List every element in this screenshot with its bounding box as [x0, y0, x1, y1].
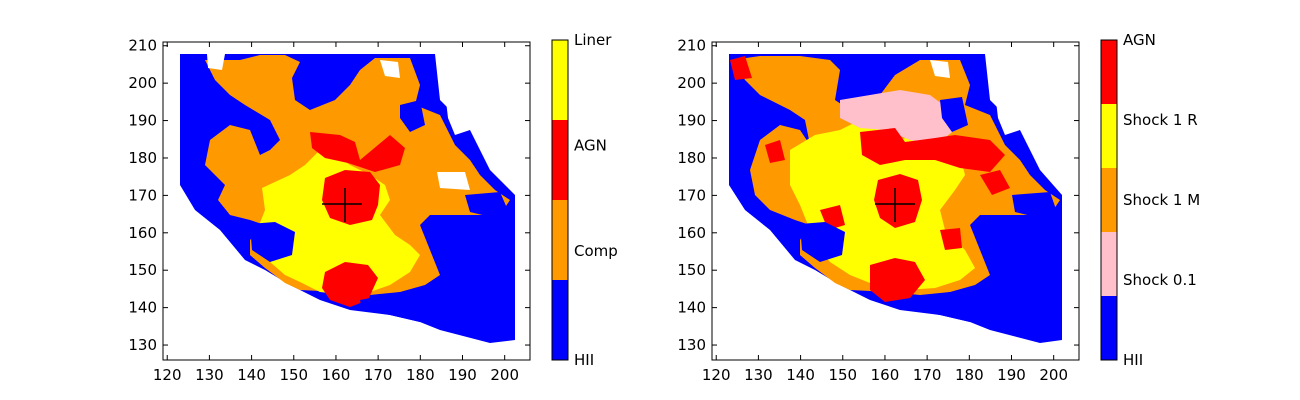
left-colorbar-segment: [552, 120, 568, 200]
left-ytick-label: 200: [128, 74, 157, 92]
left-ytick-label: 210: [128, 37, 157, 55]
right-ytick-label: 170: [677, 186, 706, 204]
left-colorbar-label: Comp: [574, 242, 618, 260]
left-gap-4: [207, 54, 225, 70]
right-colorbar-segment: [1101, 232, 1117, 296]
right-xtick-label: 160: [871, 366, 900, 384]
right-xtick-label: 140: [786, 366, 815, 384]
left-hole-4: [465, 192, 510, 218]
right-xtick-label: 190: [997, 366, 1026, 384]
left-ytick-label: 140: [128, 299, 157, 317]
left-xtick-label: 120: [153, 366, 182, 384]
right-ytick-label: 180: [677, 149, 706, 167]
left-hole-3: [400, 100, 425, 132]
right-heatmap: 120 130 140 150 160 170 180 190 200 130 140 150 160 1…: [677, 37, 1080, 384]
right-ytick-label: 190: [677, 112, 706, 130]
right-region-agn-scatter-5: [730, 56, 752, 80]
right-region-agn-scatter-2: [940, 228, 962, 250]
right-gap-2: [995, 88, 1020, 135]
right-ytick-label: 140: [677, 299, 706, 317]
right-ytick-label: 130: [677, 336, 706, 354]
left-axis-ticks: 120 130 140 150 160 170 180 190 200 130 140 150 160 1…: [128, 37, 530, 384]
right-colorbar-label: Shock 0.1: [1123, 271, 1197, 289]
left-ytick-label: 160: [128, 224, 157, 242]
right-axis-ticks: 120 130 140 150 160 170 180 190 200 130 140 150 160 1…: [677, 37, 1079, 384]
right-colorbar-segment: [1101, 168, 1117, 232]
right-hole-1: [800, 222, 845, 262]
right-region-agn-lower: [870, 258, 925, 302]
right-xtick-label: 120: [702, 366, 731, 384]
right-xtick-label: 150: [828, 366, 857, 384]
left-gap-3: [437, 172, 470, 190]
left-xtick-label: 160: [322, 366, 351, 384]
right-ytick-label: 160: [677, 224, 706, 242]
right-colorbar-label: Shock 1 M: [1123, 191, 1200, 209]
right-axes-frame: [711, 41, 1080, 361]
right-region-agn-core: [874, 174, 922, 228]
left-axes-frame: [162, 41, 531, 361]
left-ytick-label: 170: [128, 186, 157, 204]
right-ytick-label: 150: [677, 261, 706, 279]
right-region-shock01: [840, 90, 955, 145]
right-colorbar-segment: [1101, 40, 1117, 104]
left-colorbar-label: AGN: [574, 137, 607, 155]
right-colorbar-label: HII: [1123, 351, 1143, 369]
left-ytick-label: 150: [128, 261, 157, 279]
left-colorbar-segment: [552, 280, 568, 360]
right-colorbar-frame: [1100, 39, 1118, 361]
left-xtick-label: 200: [490, 366, 519, 384]
right-xtick-label: 200: [1039, 366, 1068, 384]
left-xtick-label: 130: [195, 366, 224, 384]
left-colorbar-segment: [552, 200, 568, 280]
left-colorbar-label: HII: [574, 351, 594, 369]
left-xtick-label: 150: [279, 366, 308, 384]
left-center-marker: [322, 188, 362, 222]
right-colorbar-label: AGN: [1123, 31, 1156, 49]
right-region-agn-scatter-4: [765, 140, 785, 163]
left-hole-1: [250, 222, 295, 262]
left-ytick-label: 180: [128, 149, 157, 167]
left-gap-2: [445, 88, 470, 135]
left-colorbar-label: Liner: [574, 31, 612, 49]
left-xtick-label: 140: [237, 366, 266, 384]
left-region-agn-core: [322, 170, 380, 225]
right-gap-1: [930, 60, 950, 78]
left-region-agn-lower: [322, 262, 378, 307]
right-hole-4: [1012, 192, 1058, 218]
right-hole-3: [940, 97, 968, 132]
right-colorbar: HII Shock 0.1 Shock 1 M Shock 1 R AGN: [1100, 31, 1200, 369]
right-colorbar-segment: [1101, 296, 1117, 360]
left-gap-1: [380, 60, 400, 78]
left-ytick-label: 130: [128, 336, 157, 354]
left-colorbar-frame: [551, 39, 569, 361]
left-colorbar-segment: [552, 40, 568, 120]
left-ytick-label: 190: [128, 112, 157, 130]
right-hole-2: [910, 292, 1000, 322]
right-ytick-label: 200: [677, 74, 706, 92]
left-xtick-label: 170: [364, 366, 393, 384]
right-xtick-label: 180: [955, 366, 984, 384]
left-heatmap: 120 130 140 150 160 170 180 190 200 130 140 150 160 1…: [128, 37, 531, 384]
left-xtick-label: 190: [448, 366, 477, 384]
right-colorbar-segment: [1101, 104, 1117, 168]
right-xtick-label: 170: [913, 366, 942, 384]
left-colorbar: HII Comp AGN Liner: [551, 31, 618, 369]
right-colorbar-label: Shock 1 R: [1123, 111, 1198, 129]
left-region-agn-upper: [310, 132, 405, 172]
left-xtick-label: 180: [406, 366, 435, 384]
right-xtick-label: 130: [744, 366, 773, 384]
left-hole-2: [360, 292, 450, 322]
right-center-marker: [875, 188, 915, 222]
right-ytick-label: 210: [677, 37, 706, 55]
right-region-agn-scatter-3: [980, 170, 1010, 195]
right-region-agn-upper: [860, 128, 1005, 172]
